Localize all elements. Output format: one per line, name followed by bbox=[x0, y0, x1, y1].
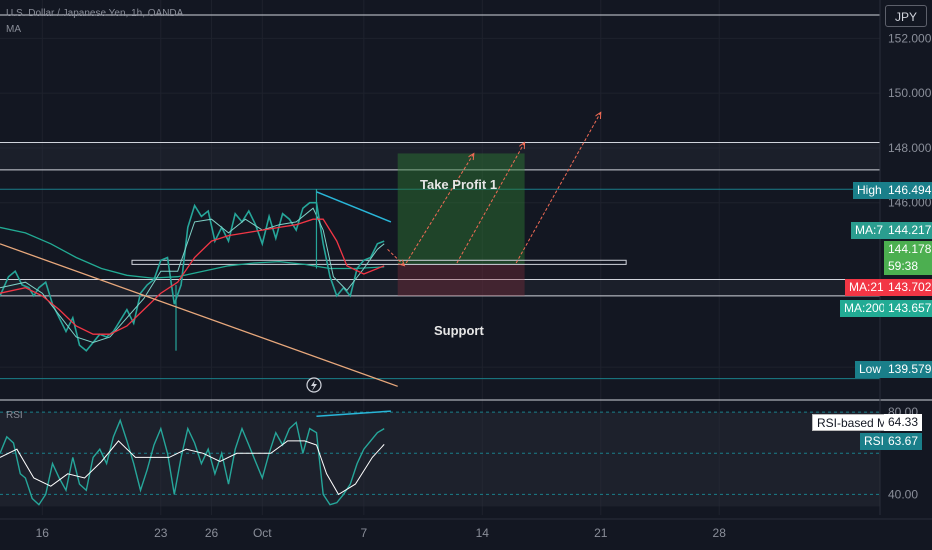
horizontal-levels bbox=[0, 14, 932, 401]
price-tick-label: 148.000 bbox=[888, 141, 932, 155]
chart-grid bbox=[0, 0, 880, 515]
price-tick-label: 150.000 bbox=[888, 86, 932, 100]
stop-zone bbox=[397, 264, 525, 296]
price-tick-label: 146.000 bbox=[888, 196, 932, 210]
price-divergence-line bbox=[316, 191, 392, 223]
ma7-badge-value: 144.217 bbox=[884, 222, 932, 239]
symbol-title: U.S. Dollar / Japanese Yen, 1h, OANDA bbox=[6, 8, 184, 19]
support-label: Support bbox=[434, 323, 484, 338]
rsi-line bbox=[0, 418, 385, 506]
high-badge-value: 146.494 bbox=[884, 182, 932, 199]
ma200-badge-value: 143.657 bbox=[884, 300, 932, 317]
pullback-arrow bbox=[387, 248, 405, 265]
time-tick-label: 21 bbox=[594, 526, 608, 540]
ma7-line bbox=[0, 207, 385, 344]
time-tick-label: 23 bbox=[154, 526, 168, 540]
ma200-line bbox=[0, 226, 385, 279]
current-price-badge: 144.178 59:38 bbox=[884, 241, 932, 275]
time-tick-label: Oct bbox=[253, 526, 272, 540]
support-box bbox=[131, 259, 627, 265]
alert-icon[interactable] bbox=[306, 377, 322, 393]
resistance-zone bbox=[0, 142, 880, 170]
candle-countdown: 59:38 bbox=[888, 259, 919, 273]
ma200-badge-label: MA:200 bbox=[840, 300, 890, 317]
ma21-badge-label: MA:21 bbox=[845, 279, 888, 296]
low-badge-label: Low bbox=[855, 361, 886, 378]
high-badge-label: High bbox=[853, 182, 886, 199]
rsi-badge-value: 63.67 bbox=[884, 433, 923, 450]
descending-trendline bbox=[0, 243, 398, 387]
ma21-line bbox=[0, 218, 385, 335]
rsi-ma-badge-label: RSI-based MA bbox=[812, 414, 901, 431]
time-tick-label: 16 bbox=[36, 526, 50, 540]
rsi-pane: RSI bbox=[0, 410, 880, 507]
time-tick-label: 7 bbox=[361, 526, 368, 540]
ma21-badge-value: 143.702 bbox=[884, 279, 932, 296]
low-badge-value: 139.579 bbox=[884, 361, 932, 378]
target-arrow bbox=[405, 153, 474, 264]
target-arrow bbox=[456, 142, 525, 264]
rsi-band bbox=[0, 412, 880, 507]
target-arrow bbox=[515, 112, 601, 264]
drawing-overlays bbox=[0, 112, 601, 387]
rsi-divergence-line bbox=[316, 410, 391, 417]
long-position-tool bbox=[131, 153, 627, 296]
rsi-ma-badge-value: 64.33 bbox=[884, 414, 923, 431]
time-tick-label: 14 bbox=[476, 526, 490, 540]
time-tick-label: 28 bbox=[713, 526, 727, 540]
price-series bbox=[0, 189, 385, 352]
currency-button[interactable]: JPY bbox=[885, 5, 927, 27]
time-tick-label: 26 bbox=[205, 526, 219, 540]
rsi-pane-label: RSI bbox=[6, 410, 23, 421]
current-price-value: 144.178 bbox=[888, 242, 932, 256]
rsi-tick-label: 40.00 bbox=[888, 487, 918, 501]
take-profit-label: Take Profit 1 bbox=[420, 177, 498, 192]
ma7-badge-label: MA:7 bbox=[851, 222, 888, 239]
rsi-badge-label: RSI bbox=[860, 433, 889, 450]
rsi-ma-line bbox=[0, 440, 385, 496]
indicator-label[interactable]: MA bbox=[6, 24, 21, 35]
support-zone bbox=[0, 279, 880, 296]
profit-zone bbox=[397, 153, 525, 265]
time-axis: 16 23 26 Oct 7 14 21 28 bbox=[0, 518, 932, 540]
price-tick-label: 152.000 bbox=[888, 31, 932, 45]
